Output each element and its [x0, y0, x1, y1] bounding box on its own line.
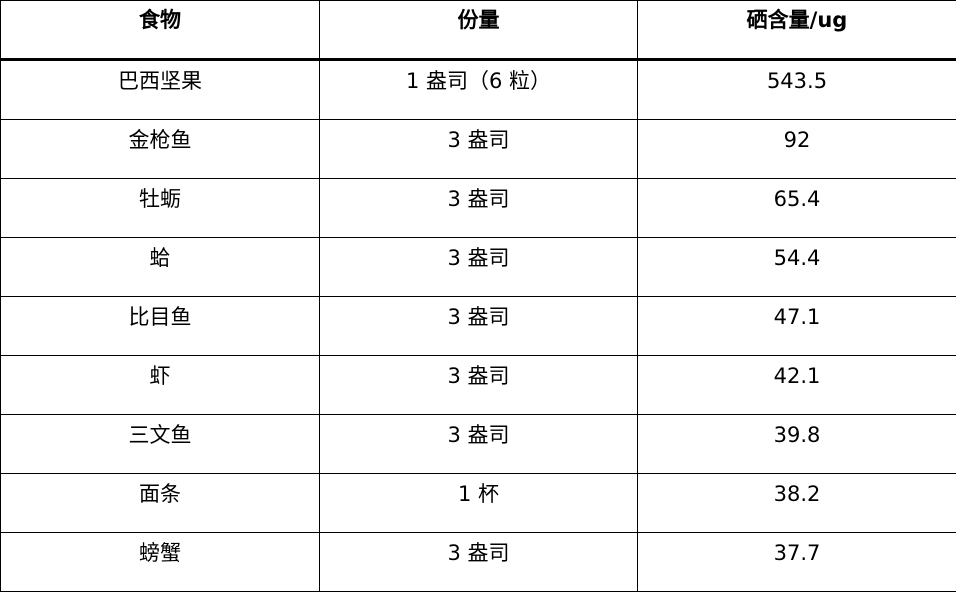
serving-cell: 1 盎司（6 粒） — [320, 60, 638, 120]
header-row: 食物 份量 硒含量/ug — [1, 1, 956, 60]
serving-cell: 3 盎司 — [320, 238, 638, 297]
food-cell: 牡蛎 — [1, 179, 320, 238]
food-cell: 比目鱼 — [1, 297, 320, 356]
serving-cell: 3 盎司 — [320, 356, 638, 415]
selenium-cell: 39.8 — [638, 415, 956, 474]
serving-cell: 1 杯 — [320, 474, 638, 533]
header-food: 食物 — [1, 1, 320, 60]
serving-cell: 3 盎司 — [320, 297, 638, 356]
selenium-cell: 65.4 — [638, 179, 956, 238]
selenium-cell: 37.7 — [638, 533, 956, 592]
serving-cell: 3 盎司 — [320, 415, 638, 474]
food-cell: 螃蟹 — [1, 533, 320, 592]
header-selenium: 硒含量/ug — [638, 1, 956, 60]
food-cell: 金枪鱼 — [1, 120, 320, 179]
food-cell: 巴西坚果 — [1, 60, 320, 120]
selenium-cell: 38.2 — [638, 474, 956, 533]
serving-cell: 3 盎司 — [320, 533, 638, 592]
food-cell: 蛤 — [1, 238, 320, 297]
header-serving: 份量 — [320, 1, 638, 60]
food-cell: 虾 — [1, 356, 320, 415]
food-cell: 三文鱼 — [1, 415, 320, 474]
selenium-cell: 42.1 — [638, 356, 956, 415]
food-cell: 面条 — [1, 474, 320, 533]
selenium-cell: 54.4 — [638, 238, 956, 297]
serving-cell: 3 盎司 — [320, 120, 638, 179]
selenium-cell: 47.1 — [638, 297, 956, 356]
selenium-cell: 92 — [638, 120, 956, 179]
selenium-cell: 543.5 — [638, 60, 956, 120]
serving-cell: 3 盎司 — [320, 179, 638, 238]
